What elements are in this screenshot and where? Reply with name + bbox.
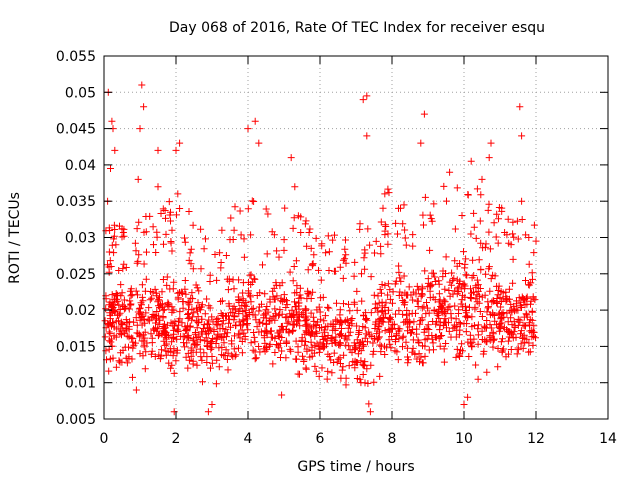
chart-title: Day 068 of 2016, Rate Of TEC Index for r… [169,20,545,36]
x-tick-label: 14 [599,431,617,447]
y-tick-label: 0.005 [56,412,96,428]
y-tick-label: 0.025 [56,267,96,283]
x-tick-label: 2 [172,431,181,447]
y-tick-label: 0.02 [65,303,96,319]
y-axis-title: ROTI / TECUs [7,192,23,284]
y-tick-label: 0.01 [65,376,96,392]
y-tick-label: 0.045 [56,122,96,138]
y-tick-label: 0.035 [56,194,96,210]
x-tick-label: 10 [455,431,473,447]
x-tick-label: 4 [244,431,253,447]
x-tick-label: 8 [388,431,397,447]
x-tick-label: 12 [527,431,545,447]
y-tick-label: 0.055 [56,49,96,65]
y-tick-label: 0.03 [65,231,96,247]
y-tick-label: 0.04 [65,158,96,174]
x-tick-label: 6 [316,431,325,447]
x-axis-title: GPS time / hours [297,459,414,475]
data-points [101,81,540,416]
y-tick-label: 0.015 [56,339,96,355]
x-tick-label: 0 [100,431,109,447]
tick-labels: 0.005 0.01 0.015 0.02 0.025 0.03 0.035 0.04 0.04… [56,49,617,447]
scatter-points [101,81,540,416]
y-tick-label: 0.05 [65,85,96,101]
plot-border [103,55,609,420]
